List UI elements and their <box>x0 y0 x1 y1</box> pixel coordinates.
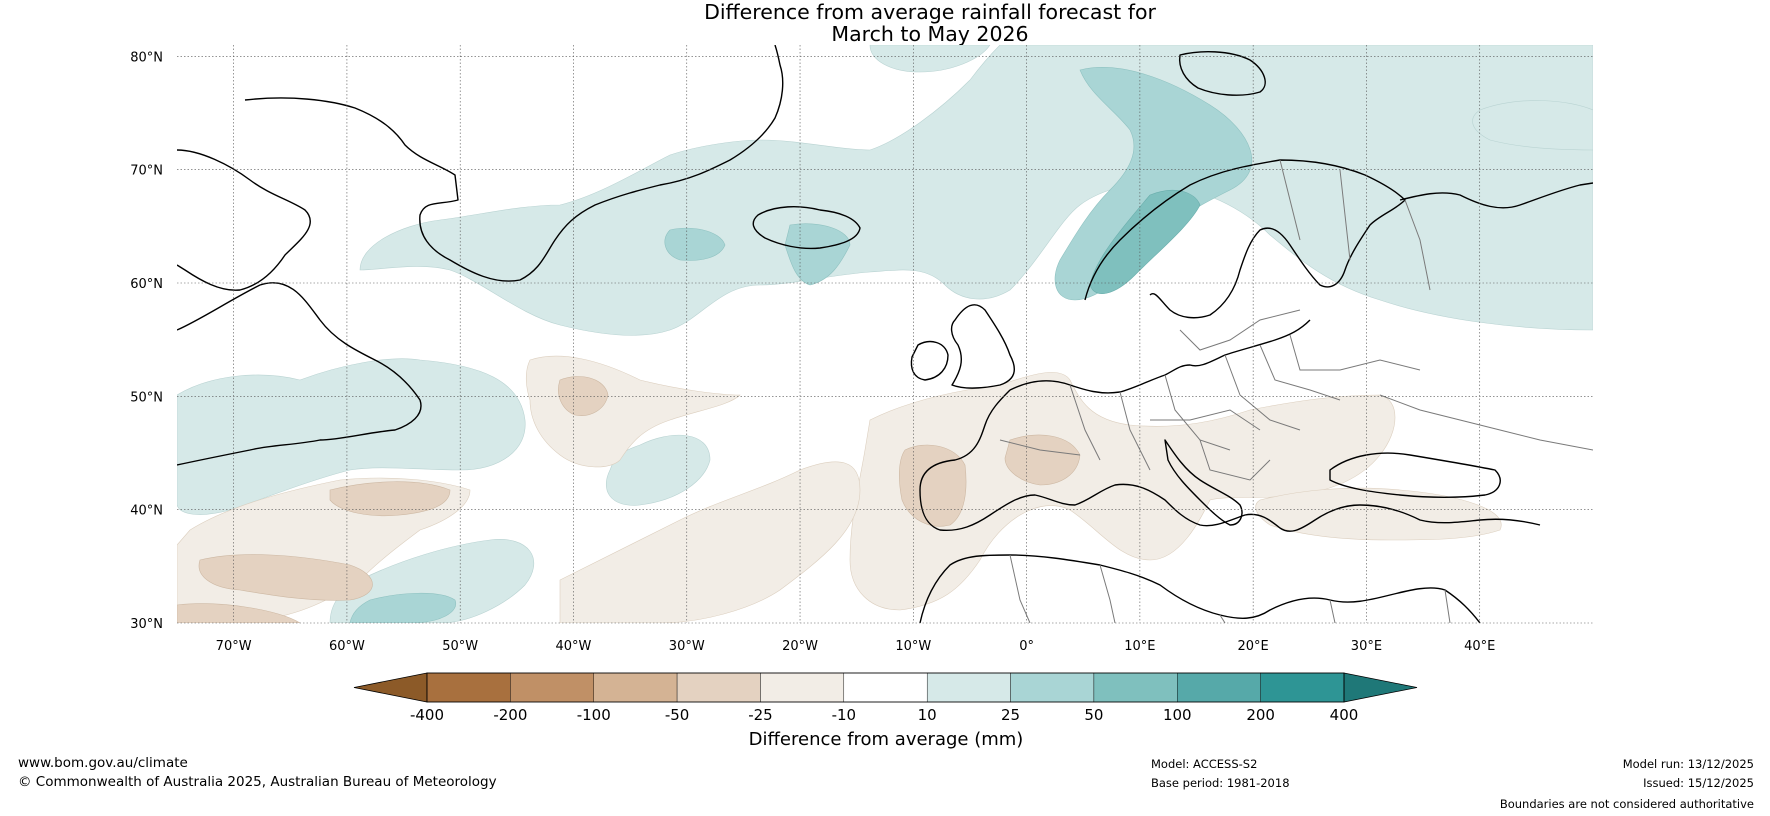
colorbar-segment <box>676 672 761 703</box>
colorbar-tick-label: -200 <box>493 706 527 724</box>
wet-core-norway <box>1054 67 1252 301</box>
dry-core-iberia <box>899 444 967 527</box>
colorbar-segment <box>926 672 1011 703</box>
lon-label: 20°E <box>1238 639 1269 654</box>
dry-region-subtropical <box>559 461 861 623</box>
colorbar-segment <box>593 672 678 703</box>
wet-region-atlantic-small <box>664 227 726 261</box>
colorbar-outline <box>426 672 1345 703</box>
colorbar-tick-label: -400 <box>410 706 444 724</box>
labrador-coast <box>177 282 422 466</box>
colorbar-extend-low <box>353 672 428 703</box>
colorbar-tick-label: 50 <box>1084 706 1103 724</box>
colorbar-segment <box>510 672 594 703</box>
borders-europe <box>999 309 1593 481</box>
colorbar-tick-label: 200 <box>1246 706 1275 724</box>
colorbar-tick-label: -10 <box>832 706 857 724</box>
copyright-text: © Commonwealth of Australia 2025, Austra… <box>18 774 497 790</box>
lat-label: 40°N <box>130 504 163 519</box>
colorbar-segment <box>1093 672 1178 703</box>
colorbar-title: Difference from average (mm) <box>749 729 1024 750</box>
colorbar-tick-label: 10 <box>918 706 937 724</box>
colorbar-tick-label: 100 <box>1163 706 1192 724</box>
lon-label: 60°W <box>329 639 365 654</box>
borders-africa <box>1009 554 1451 623</box>
colorbar-segment <box>1010 672 1095 703</box>
colorbar-segment <box>760 672 845 703</box>
website-text: www.bom.gov.au/climate <box>18 755 188 771</box>
wet-core-norway-inner <box>1089 190 1201 294</box>
latitude-labels: 80°N 70°N 60°N 50°N 40°N 30°N <box>130 50 163 632</box>
colorbar-tick-label: -25 <box>748 706 773 724</box>
russia-north-coast <box>1399 182 1593 209</box>
lat-label: 80°N <box>130 50 163 65</box>
colorbar: -400 -200 -100 -50 -25 -10 10 25 50 100 200 400 <box>353 672 1418 724</box>
dry-core-france <box>1004 434 1081 486</box>
colorbar-tick-label: -100 <box>577 706 611 724</box>
lon-label: 10°E <box>1124 639 1155 654</box>
colorbar-tick-label: -50 <box>665 706 690 724</box>
baffin-coast <box>177 149 311 291</box>
colorbar-extend-high <box>1343 672 1418 703</box>
model-run-text: Model run: 13/12/2025 <box>1622 757 1754 771</box>
colorbar-tick-label: 25 <box>1001 706 1020 724</box>
coastlines <box>177 45 1593 623</box>
model-text: Model: ACCESS-S2 <box>1151 757 1258 771</box>
colorbar-tick-label: 400 <box>1330 706 1359 724</box>
gridlines <box>177 45 1593 624</box>
wet-region-top <box>869 45 991 73</box>
colorbar-segment <box>843 672 928 703</box>
issued-text: Issued: 15/12/2025 <box>1643 776 1754 790</box>
colorbar-segment <box>426 672 511 703</box>
disclaimer-text: Boundaries are not considered authoritat… <box>1499 797 1754 811</box>
lon-label: 40°E <box>1464 639 1495 654</box>
country-borders <box>999 159 1593 623</box>
uk-coast <box>950 304 1016 389</box>
greenland-coast <box>244 45 784 282</box>
base-period-text: Base period: 1981-2018 <box>1151 776 1290 790</box>
lat-label: 50°N <box>130 390 163 405</box>
dry-core-west <box>198 481 451 601</box>
title-line-1: Difference from average rainfall forecas… <box>704 0 1156 24</box>
colorbar-segment <box>1177 672 1261 703</box>
europe-coast <box>919 319 1541 532</box>
lon-label: 70°W <box>216 639 252 654</box>
wet-region-east <box>1472 100 1593 151</box>
lat-label: 60°N <box>130 277 163 292</box>
lon-label: 50°W <box>442 639 478 654</box>
borders-scandinavia <box>1279 159 1431 291</box>
lon-label: 20°W <box>782 639 818 654</box>
norway-sweden-coast <box>1084 159 1406 319</box>
iceland-coast <box>752 206 861 250</box>
longitude-labels: 70°W 60°W 50°W 40°W 30°W 20°W 10°W 0° 10°E 20°E 30… <box>216 639 1496 654</box>
ireland-coast <box>910 340 949 381</box>
lon-label: 10°W <box>895 639 931 654</box>
lon-label: 0° <box>1019 639 1034 654</box>
wet-core-southwest <box>349 592 457 623</box>
lon-label: 30°E <box>1351 639 1382 654</box>
africa-coast <box>919 554 1481 623</box>
wet-region-iceland <box>784 223 851 286</box>
title-line-2: March to May 2026 <box>831 22 1029 46</box>
lon-label: 40°W <box>556 639 592 654</box>
lat-label: 70°N <box>130 164 163 179</box>
lon-label: 30°W <box>669 639 705 654</box>
dry-region-east-med <box>1255 487 1502 541</box>
lat-label: 30°N <box>130 617 163 632</box>
colorbar-segment <box>1260 672 1345 703</box>
svalbard-coast <box>1178 51 1266 96</box>
italy-coast <box>1164 439 1243 526</box>
black-sea-coast <box>1329 452 1501 498</box>
